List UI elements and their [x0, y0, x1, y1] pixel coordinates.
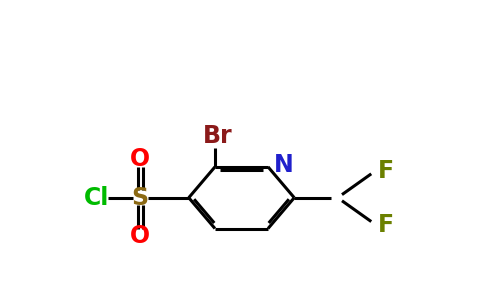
- Text: O: O: [130, 147, 151, 171]
- Text: F: F: [378, 159, 393, 183]
- Text: N: N: [273, 153, 293, 177]
- Text: Br: Br: [203, 124, 233, 148]
- Text: S: S: [132, 186, 149, 210]
- Text: Cl: Cl: [84, 186, 109, 210]
- Text: O: O: [130, 224, 151, 248]
- Text: F: F: [378, 213, 393, 237]
